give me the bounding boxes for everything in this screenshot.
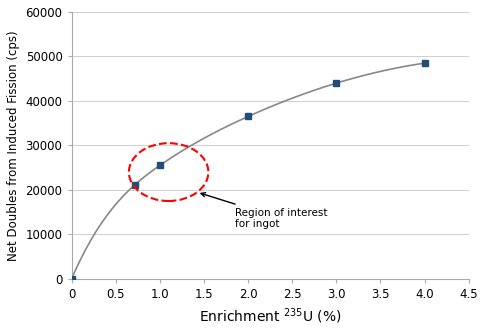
X-axis label: Enrichment $^{235}$U (%): Enrichment $^{235}$U (%)	[198, 306, 341, 326]
Text: Region of interest
for ingot: Region of interest for ingot	[200, 193, 327, 229]
Y-axis label: Net Doubles from Induced Fission (cps): Net Doubles from Induced Fission (cps)	[7, 30, 20, 261]
